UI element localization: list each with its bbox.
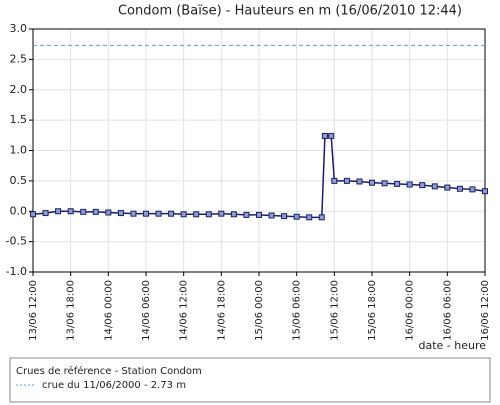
data-point bbox=[205, 211, 212, 218]
data-point bbox=[193, 211, 200, 218]
y-tick-label: 3.0 bbox=[10, 22, 28, 35]
x-tick-label: 14/06 18:00 bbox=[216, 280, 227, 341]
data-point bbox=[155, 210, 162, 217]
data-point bbox=[92, 208, 99, 215]
data-point bbox=[55, 208, 62, 215]
legend-box bbox=[9, 357, 491, 403]
chart-title: Condom (Baïse) - Hauteurs en m (16/06/20… bbox=[118, 4, 462, 19]
data-point bbox=[293, 213, 300, 220]
data-point bbox=[406, 181, 413, 188]
data-point bbox=[67, 208, 74, 215]
data-point bbox=[130, 210, 137, 217]
data-point bbox=[328, 132, 335, 139]
data-point bbox=[105, 209, 112, 216]
data-point bbox=[42, 210, 49, 217]
data-point bbox=[456, 185, 463, 192]
x-tick-label: 16/06 06:00 bbox=[442, 280, 453, 341]
data-point bbox=[306, 214, 313, 221]
x-tick-label: 15/06 00:00 bbox=[254, 280, 265, 341]
x-tick-label: 16/06 12:00 bbox=[480, 280, 491, 341]
x-axis-label: date - heure bbox=[418, 339, 486, 352]
data-point bbox=[381, 180, 388, 187]
data-point bbox=[444, 184, 451, 191]
data-point bbox=[281, 213, 288, 220]
data-point bbox=[117, 210, 124, 217]
y-tick-label: 1.5 bbox=[10, 113, 28, 126]
plot-frame bbox=[32, 28, 486, 273]
y-tick-label: 0.0 bbox=[10, 204, 28, 217]
y-tick-label: -1.0 bbox=[6, 265, 27, 278]
data-point bbox=[369, 179, 375, 186]
y-tick-label: -0.5 bbox=[6, 235, 27, 248]
x-tick-label: 16/06 00:00 bbox=[405, 280, 416, 341]
data-point bbox=[469, 186, 476, 193]
data-point bbox=[419, 182, 426, 189]
x-tick-label: 15/06 06:00 bbox=[292, 280, 303, 341]
legend-entry: crue du 11/06/2000 - 2.73 m bbox=[42, 380, 186, 391]
data-point bbox=[230, 211, 237, 218]
data-point bbox=[394, 180, 401, 187]
data-point bbox=[431, 183, 438, 190]
data-point bbox=[321, 132, 328, 139]
data-point bbox=[243, 211, 250, 218]
x-tick-label: 13/06 18:00 bbox=[66, 280, 77, 341]
data-point bbox=[80, 208, 87, 215]
data-point bbox=[256, 211, 262, 218]
x-tick-label: 14/06 12:00 bbox=[179, 280, 190, 341]
data-point bbox=[331, 177, 338, 184]
x-tick-label: 15/06 12:00 bbox=[329, 280, 340, 341]
data-point bbox=[30, 211, 36, 218]
x-tick-label: 15/06 18:00 bbox=[367, 280, 378, 341]
data-point bbox=[343, 177, 350, 184]
data-point bbox=[180, 211, 187, 218]
legend-title: Crues de référence - Station Condom bbox=[16, 365, 202, 377]
data-point bbox=[482, 188, 488, 195]
data-point bbox=[268, 212, 275, 219]
data-point bbox=[168, 210, 175, 217]
y-tick-label: 0.5 bbox=[10, 174, 28, 187]
data-point bbox=[218, 210, 225, 217]
y-tick-label: 2.0 bbox=[10, 83, 28, 96]
data-point bbox=[356, 178, 363, 185]
x-tick-label: 13/06 12:00 bbox=[28, 280, 39, 341]
y-tick-label: 2.5 bbox=[10, 52, 28, 65]
y-tick-label: 1.0 bbox=[10, 144, 28, 157]
x-tick-label: 14/06 00:00 bbox=[103, 280, 114, 341]
data-point bbox=[318, 214, 325, 221]
data-point bbox=[143, 210, 149, 217]
x-tick-label: 14/06 06:00 bbox=[141, 280, 152, 341]
